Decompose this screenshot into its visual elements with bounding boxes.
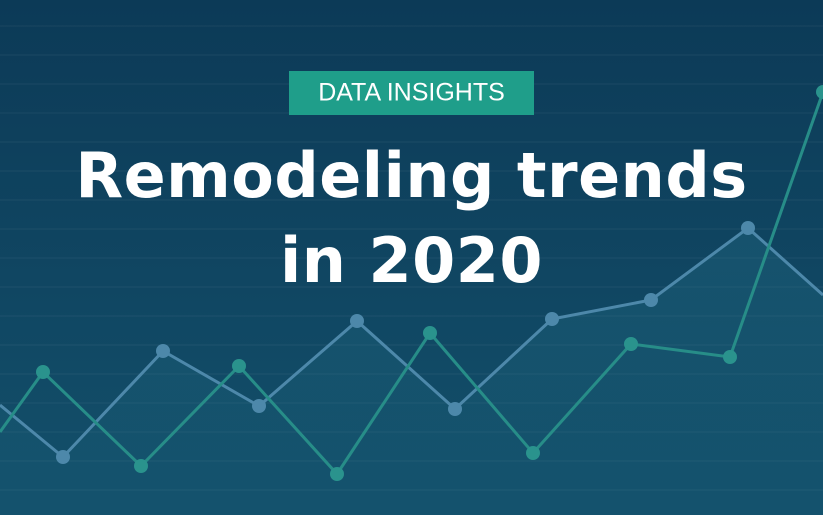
title-line: in 2020	[280, 224, 543, 297]
badge-text: DATA INSIGHTS	[318, 79, 505, 107]
decor-points	[36, 85, 823, 481]
decor-line	[0, 226, 823, 460]
decor-line	[0, 91, 823, 477]
title-line: Remodeling trends	[75, 139, 747, 212]
decor-points	[56, 221, 755, 464]
badge	[289, 71, 534, 115]
